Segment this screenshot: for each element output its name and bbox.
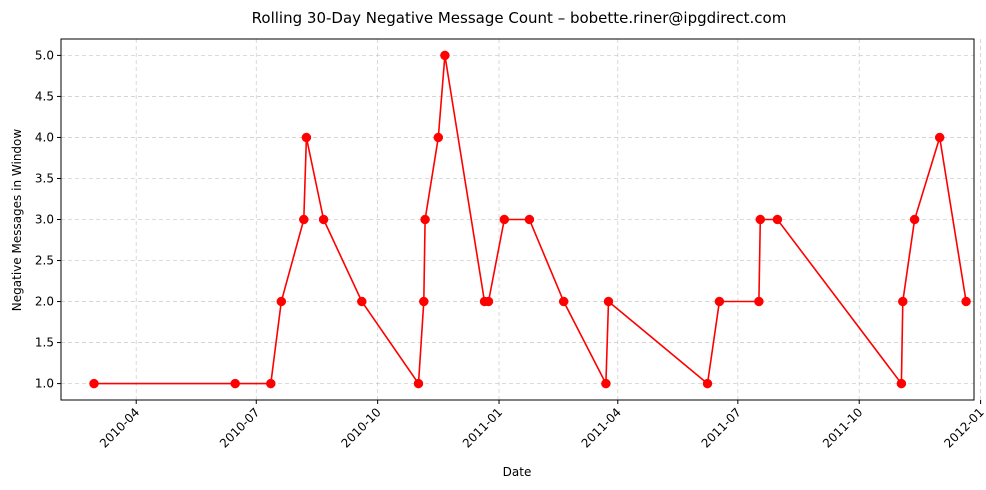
plot-area-frame [60,38,975,401]
data-point-marker [266,378,276,389]
y-tick-label: 5.0 [35,48,54,62]
y-tick-label: 2.0 [35,295,54,309]
data-point-marker [558,296,569,307]
y-axis-title: Negative Messages in Window [10,129,24,312]
data-point-marker [898,296,908,307]
y-tick-label: 3.0 [35,213,54,227]
data-point-marker [483,296,494,307]
data-point-marker [524,214,535,225]
data-point-marker [934,132,945,143]
data-point-marker [714,296,725,307]
y-tick-label: 1.0 [35,377,54,391]
chart-title: Rolling 30-Day Negative Message Count – … [252,9,787,27]
data-point-marker [230,378,240,389]
data-point-marker [89,378,99,389]
y-tick-label: 1.5 [35,336,54,350]
y-tick-label: 4.0 [35,130,54,144]
data-point-marker [755,214,766,225]
data-series [89,50,971,389]
data-point-marker [601,378,611,389]
data-point-marker [772,214,783,225]
data-point-marker [909,214,920,225]
data-point-marker [301,132,312,143]
data-point-marker [433,132,444,143]
data-point-marker [299,214,309,225]
data-point-marker [276,296,287,307]
data-point-marker [896,378,907,389]
data-point-marker [603,296,614,307]
y-tick-label: 3.5 [35,171,54,185]
data-point-marker [702,378,713,389]
data-point-marker [420,214,430,225]
y-tick-label: 4.5 [35,89,54,103]
data-point-marker [961,296,971,307]
y-tick-label: 2.5 [35,254,54,268]
data-point-marker [318,214,329,225]
data-point-marker [419,296,429,307]
data-point-marker [440,50,450,61]
data-point-marker [499,214,510,225]
series-line [94,55,967,387]
data-point-marker [754,296,764,307]
data-point-marker [357,296,367,307]
data-point-marker [413,378,424,389]
x-axis-title: Date [503,465,532,479]
